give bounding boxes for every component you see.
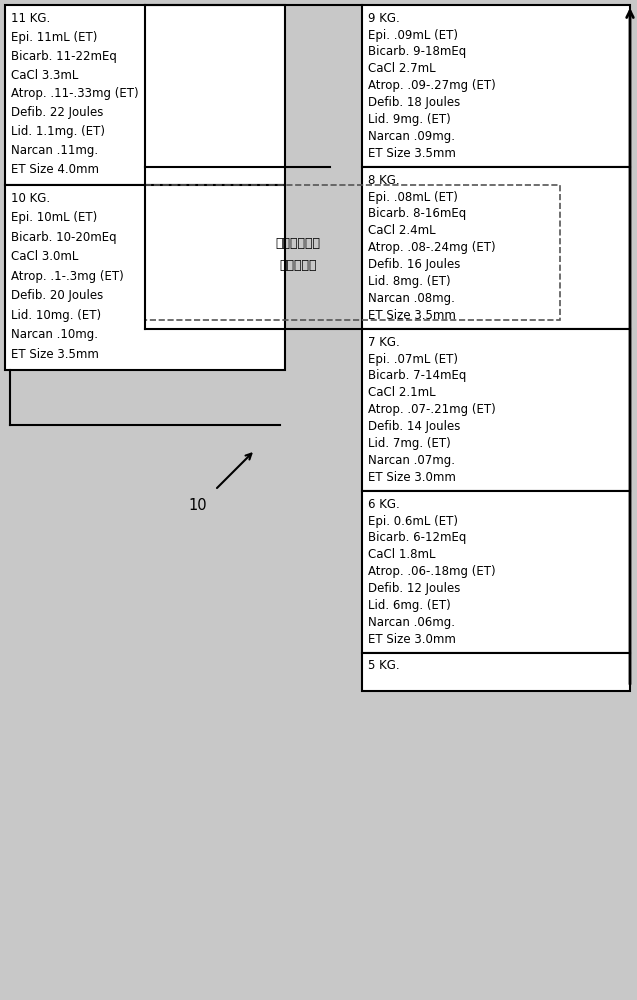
Text: Epi. .08mL (ET): Epi. .08mL (ET) [368, 191, 458, 204]
Bar [5, 185, 285, 370]
Bar [362, 167, 630, 329]
Text: Defib. 18 Joules: Defib. 18 Joules [368, 96, 461, 109]
Text: ET Size 3.0mm: ET Size 3.0mm [368, 633, 456, 646]
Text: Defib. 16 Joules: Defib. 16 Joules [368, 258, 461, 271]
Text: ET Size 3.5mm: ET Size 3.5mm [368, 147, 456, 160]
Text: Lid. 1.1mg. (ET): Lid. 1.1mg. (ET) [11, 125, 105, 138]
Text: 6 KG.: 6 KG. [368, 498, 400, 511]
Text: Bicarb. 7-14mEq: Bicarb. 7-14mEq [368, 369, 466, 382]
Bar [362, 5, 630, 167]
Text: Bicarb. 9-18mEq: Bicarb. 9-18mEq [368, 45, 466, 58]
Text: Atrop. .09-.27mg (ET): Atrop. .09-.27mg (ET) [368, 79, 496, 92]
Text: Defib. 12 Joules: Defib. 12 Joules [368, 582, 461, 595]
Text: Atrop. .06-.18mg (ET): Atrop. .06-.18mg (ET) [368, 565, 496, 578]
Text: 10 KG.: 10 KG. [11, 192, 50, 205]
Text: CaCl 3.3mL: CaCl 3.3mL [11, 69, 78, 82]
Text: 被测儿童给出: 被测儿童给出 [275, 237, 320, 250]
Text: Bicarb. 8-16mEq: Bicarb. 8-16mEq [368, 207, 466, 220]
Text: 5 KG.: 5 KG. [368, 659, 399, 672]
Text: 的实际剂量: 的实际剂量 [279, 259, 317, 272]
Text: Narcan .11mg.: Narcan .11mg. [11, 144, 98, 157]
Text: ET Size 3.5mm: ET Size 3.5mm [368, 309, 456, 322]
Text: Narcan .08mg.: Narcan .08mg. [368, 292, 455, 305]
Text: Defib. 20 Joules: Defib. 20 Joules [11, 289, 103, 302]
Text: 11 KG.: 11 KG. [11, 12, 50, 25]
Text: Bicarb. 6-12mEq: Bicarb. 6-12mEq [368, 531, 466, 544]
Bar [145, 185, 560, 320]
Text: Epi. 0.6mL (ET): Epi. 0.6mL (ET) [368, 515, 458, 528]
Text: Defib. 14 Joules: Defib. 14 Joules [368, 420, 461, 433]
Text: Narcan .07mg.: Narcan .07mg. [368, 454, 455, 467]
Text: CaCl 2.4mL: CaCl 2.4mL [368, 224, 436, 237]
Text: Epi. .09mL (ET): Epi. .09mL (ET) [368, 29, 458, 42]
Text: Lid. 9mg. (ET): Lid. 9mg. (ET) [368, 113, 451, 126]
Bar [362, 329, 630, 491]
Text: Lid. 6mg. (ET): Lid. 6mg. (ET) [368, 599, 451, 612]
Text: 10: 10 [189, 498, 207, 513]
Text: CaCl 2.7mL: CaCl 2.7mL [368, 62, 436, 75]
Text: ET Size 3.0mm: ET Size 3.0mm [368, 471, 456, 484]
Text: Narcan .09mg.: Narcan .09mg. [368, 130, 455, 143]
Text: 9 KG.: 9 KG. [368, 12, 400, 25]
Text: Lid. 8mg. (ET): Lid. 8mg. (ET) [368, 275, 450, 288]
Bar [362, 653, 630, 691]
Text: 8 KG.: 8 KG. [368, 174, 399, 187]
Text: CaCl 2.1mL: CaCl 2.1mL [368, 386, 436, 399]
Text: CaCl 3.0mL: CaCl 3.0mL [11, 250, 78, 263]
Text: Atrop. .11-.33mg (ET): Atrop. .11-.33mg (ET) [11, 87, 139, 100]
Text: ET Size 3.5mm: ET Size 3.5mm [11, 348, 99, 360]
Text: CaCl 1.8mL: CaCl 1.8mL [368, 548, 436, 561]
Text: Epi. .07mL (ET): Epi. .07mL (ET) [368, 353, 458, 366]
Text: Atrop. .08-.24mg (ET): Atrop. .08-.24mg (ET) [368, 241, 496, 254]
Text: Bicarb. 11-22mEq: Bicarb. 11-22mEq [11, 50, 117, 63]
Text: Atrop. .1-.3mg (ET): Atrop. .1-.3mg (ET) [11, 270, 124, 283]
Text: Narcan .06mg.: Narcan .06mg. [368, 616, 455, 629]
Text: Epi. 11mL (ET): Epi. 11mL (ET) [11, 31, 97, 44]
Text: Lid. 10mg. (ET): Lid. 10mg. (ET) [11, 309, 101, 322]
Text: 7 KG.: 7 KG. [368, 336, 400, 349]
Bar [362, 491, 630, 653]
Text: Bicarb. 10-20mEq: Bicarb. 10-20mEq [11, 231, 117, 244]
Text: Lid. 7mg. (ET): Lid. 7mg. (ET) [368, 437, 451, 450]
Bar [5, 5, 285, 185]
Text: Defib. 22 Joules: Defib. 22 Joules [11, 106, 103, 119]
Text: Epi. 10mL (ET): Epi. 10mL (ET) [11, 211, 97, 224]
Text: Narcan .10mg.: Narcan .10mg. [11, 328, 98, 341]
Text: ET Size 4.0mm: ET Size 4.0mm [11, 163, 99, 176]
Text: Atrop. .07-.21mg (ET): Atrop. .07-.21mg (ET) [368, 403, 496, 416]
